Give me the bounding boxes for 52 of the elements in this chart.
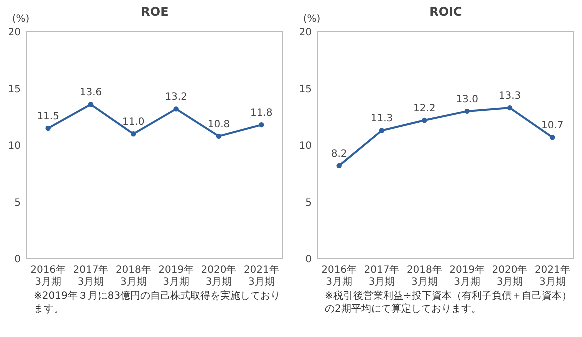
text: 13.6: [80, 88, 102, 99]
text: 13.3: [498, 91, 522, 102]
point: [550, 134, 556, 140]
x-tick-label: 2021年 3月期: [244, 264, 280, 288]
y-tick-label: 15: [8, 84, 21, 96]
y-tick-label: 0: [14, 254, 21, 266]
x-tick-label: 2016年 3月期: [30, 264, 66, 288]
point: [464, 108, 470, 114]
x-tick-label: 2019年 3月期: [450, 264, 486, 288]
y-tick-label: 15: [299, 84, 312, 96]
point: [46, 126, 51, 132]
y-tick-label: 5: [306, 198, 312, 209]
x-tick-label: 2021年 3月期: [534, 264, 570, 288]
point: [422, 118, 428, 124]
x-tick-label: 2020年 3月期: [492, 264, 528, 288]
point: [216, 134, 222, 140]
y-axis-title: (%): [303, 14, 321, 25]
text: 11.0: [122, 117, 145, 128]
text: 8.2: [331, 148, 348, 160]
x-tick-label: 2018年 3月期: [116, 264, 152, 288]
text: 11.8: [250, 108, 273, 120]
y-tick-label: 0: [306, 254, 312, 266]
text: ※税引後営業利益÷投下資本（有利子負債＋自己資本）の2期平均にて算定しております。: [324, 290, 573, 316]
x-tick-label: 2020年 3月期: [201, 264, 237, 288]
y-tick-label: 20: [299, 28, 312, 38]
chart-title: ROE: [141, 5, 169, 19]
y-tick-label: 10: [8, 141, 21, 152]
point: [174, 106, 179, 112]
x-tick-label: 2016年 3月期: [322, 264, 358, 288]
text: 11.5: [37, 111, 60, 122]
chart-title: ROIC: [430, 5, 463, 19]
x-tick-label: 2017年 3月期: [364, 264, 400, 288]
x-tick-label: 2018年 3月期: [406, 264, 442, 288]
text: 10.8: [208, 119, 230, 130]
point: [88, 102, 94, 108]
text: 12.2: [414, 104, 436, 115]
point: [259, 122, 264, 128]
text: 11.3: [370, 114, 394, 125]
y-axis-title: (%): [12, 14, 30, 25]
text: 13.0: [456, 94, 478, 106]
y-tick-label: 10: [299, 141, 312, 152]
text: ※2019年３月に83億円の自己株式取得を実施しております。: [33, 290, 282, 316]
point: [336, 163, 342, 169]
x-tick-label: 2017年 3月期: [73, 264, 109, 288]
point: [379, 128, 385, 134]
x-tick-label: 2019年 3月期: [158, 264, 194, 288]
point: [131, 132, 136, 137]
y-tick-label: 5: [14, 198, 21, 209]
text: 10.7: [542, 120, 564, 132]
text: 13.2: [165, 92, 188, 104]
point: [507, 105, 513, 111]
y-tick-label: 20: [8, 28, 21, 38]
